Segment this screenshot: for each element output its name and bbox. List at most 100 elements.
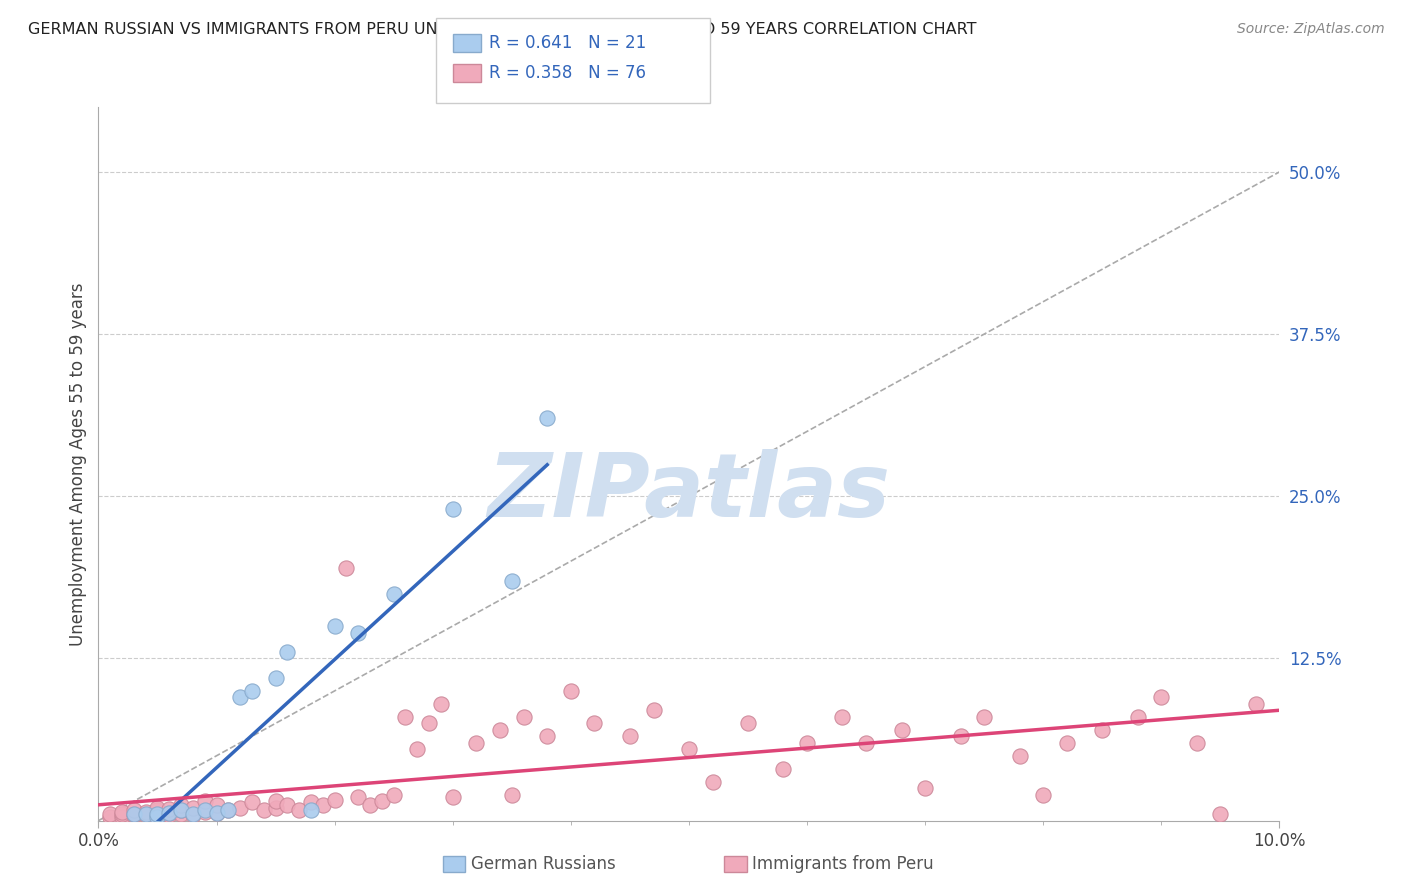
Point	[418, 716, 440, 731]
Point	[772, 762, 794, 776]
Point	[157, 805, 180, 820]
Point	[229, 800, 252, 814]
Point	[181, 800, 204, 814]
Text: R = 0.358   N = 76: R = 0.358 N = 76	[489, 64, 647, 82]
Point	[181, 808, 204, 822]
Point	[157, 808, 180, 822]
Point	[312, 798, 335, 813]
Point	[796, 736, 818, 750]
Point	[205, 798, 228, 813]
Point	[135, 808, 157, 822]
Point	[702, 774, 724, 789]
Point	[157, 805, 180, 820]
Point	[678, 742, 700, 756]
Point	[111, 807, 134, 822]
Point	[430, 697, 453, 711]
Point	[1091, 723, 1114, 737]
Point	[737, 716, 759, 731]
Point	[135, 807, 157, 822]
Point	[170, 803, 193, 817]
Point	[170, 798, 193, 813]
Point	[217, 803, 239, 817]
Point	[264, 800, 287, 814]
Point	[441, 790, 464, 805]
Point	[194, 794, 217, 808]
Point	[560, 684, 582, 698]
Point	[146, 810, 169, 824]
Point	[217, 803, 239, 817]
Point	[1126, 710, 1149, 724]
Point	[264, 671, 287, 685]
Point	[1244, 697, 1267, 711]
Text: Source: ZipAtlas.com: Source: ZipAtlas.com	[1237, 22, 1385, 37]
Point	[146, 807, 169, 822]
Point	[111, 810, 134, 824]
Point	[1032, 788, 1054, 802]
Point	[1209, 807, 1232, 822]
Point	[323, 793, 346, 807]
Point	[831, 710, 853, 724]
Point	[135, 805, 157, 819]
Point	[170, 803, 193, 817]
Point	[323, 619, 346, 633]
Point	[501, 574, 523, 588]
Point	[855, 736, 877, 750]
Point	[264, 794, 287, 808]
Point	[122, 803, 145, 817]
Text: R = 0.641   N = 21: R = 0.641 N = 21	[489, 34, 647, 52]
Point	[394, 710, 416, 724]
Point	[240, 684, 263, 698]
Text: German Russians: German Russians	[471, 855, 616, 873]
Point	[229, 690, 252, 705]
Point	[371, 794, 394, 808]
Point	[276, 645, 298, 659]
Point	[536, 729, 558, 743]
Point	[489, 723, 512, 737]
Point	[583, 716, 606, 731]
Point	[890, 723, 912, 737]
Point	[299, 803, 322, 817]
Point	[643, 703, 665, 717]
Point	[512, 710, 534, 724]
Point	[914, 781, 936, 796]
Point	[205, 805, 228, 820]
Point	[949, 729, 972, 743]
Point	[157, 802, 180, 816]
Y-axis label: Unemployment Among Ages 55 to 59 years: Unemployment Among Ages 55 to 59 years	[69, 282, 87, 646]
Point	[253, 803, 276, 817]
Point	[98, 810, 121, 824]
Point	[1185, 736, 1208, 750]
Point	[194, 803, 217, 817]
Point	[1008, 748, 1031, 763]
Point	[501, 788, 523, 802]
Point	[146, 810, 169, 824]
Point	[181, 807, 204, 822]
Point	[146, 803, 169, 817]
Point	[122, 808, 145, 822]
Point	[1150, 690, 1173, 705]
Text: Immigrants from Peru: Immigrants from Peru	[752, 855, 934, 873]
Point	[122, 807, 145, 822]
Point	[98, 807, 121, 822]
Text: ZIPatlas: ZIPatlas	[488, 449, 890, 536]
Point	[382, 788, 405, 802]
Point	[382, 586, 405, 600]
Point	[146, 800, 169, 814]
Point	[111, 805, 134, 819]
Text: GERMAN RUSSIAN VS IMMIGRANTS FROM PERU UNEMPLOYMENT AMONG AGES 55 TO 59 YEARS CO: GERMAN RUSSIAN VS IMMIGRANTS FROM PERU U…	[28, 22, 977, 37]
Point	[347, 790, 370, 805]
Point	[194, 805, 217, 819]
Point	[335, 560, 357, 574]
Point	[973, 710, 995, 724]
Point	[240, 796, 263, 810]
Point	[299, 796, 322, 810]
Point	[170, 807, 193, 822]
Point	[1056, 736, 1078, 750]
Point	[122, 807, 145, 822]
Point	[619, 729, 641, 743]
Point	[536, 411, 558, 425]
Point	[205, 805, 228, 820]
Point	[288, 803, 311, 817]
Point	[276, 798, 298, 813]
Point	[465, 736, 488, 750]
